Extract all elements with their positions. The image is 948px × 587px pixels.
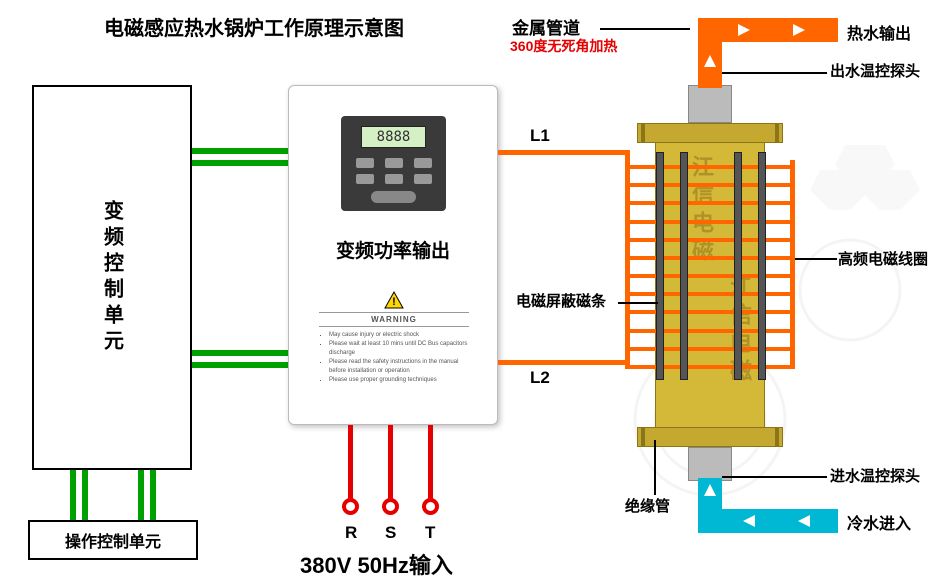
hot-water-pipe-h <box>698 18 838 42</box>
control-unit-label: 变频控制单元 <box>98 200 127 356</box>
coil-turn <box>625 365 795 369</box>
coil-right-side <box>790 160 795 365</box>
mag-shield-bar <box>680 152 688 380</box>
cold-in-label: 冷水进入 <box>847 510 911 534</box>
rst-label: T <box>425 523 435 543</box>
rst-wire <box>388 425 393 505</box>
panel-btn <box>414 158 432 168</box>
mag-shield-label: 电磁屏蔽磁条 <box>516 290 606 311</box>
green-wire <box>192 160 288 166</box>
mag-shield-bar <box>656 152 664 380</box>
heater-assembly: 江信电磁 江信电磁 <box>655 95 765 475</box>
display-panel: 8888 <box>341 116 446 211</box>
flow-arrow-up <box>704 55 716 67</box>
l2-label: L2 <box>530 368 550 388</box>
rst-label: S <box>385 523 396 543</box>
rst-terminal <box>342 498 359 515</box>
inverter-box: 8888 变频功率输出 ! WARNING May cause injury o… <box>288 85 498 425</box>
op-control-box: 操作控制单元 <box>28 520 198 560</box>
coil-turn <box>625 329 795 333</box>
lcd-display: 8888 <box>361 126 426 148</box>
heat-360-label: 360度无死角加热 <box>510 36 617 56</box>
coil-turn <box>625 165 795 169</box>
metal-pipe-top <box>688 85 732 123</box>
rst-wire <box>428 425 433 505</box>
insul-tube-label: 绝缘管 <box>625 495 670 516</box>
green-wire <box>138 470 144 520</box>
wire-l2 <box>498 360 628 365</box>
panel-dial <box>371 191 416 203</box>
op-control-label: 操作控制单元 <box>65 528 161 552</box>
rst-wire <box>348 425 353 505</box>
warn-line: Please use proper grounding techniques <box>329 376 469 385</box>
power-output-label: 变频功率输出 <box>289 236 497 263</box>
coil-turn <box>625 347 795 351</box>
coil-turn <box>625 274 795 278</box>
wire-l1 <box>498 150 628 155</box>
coil-left-side <box>625 150 630 365</box>
coil-turn <box>625 183 795 187</box>
diagram-title: 电磁感应热水锅炉工作原理示意图 <box>104 12 404 41</box>
coil-turn <box>625 256 795 260</box>
green-wire <box>192 350 288 356</box>
bottom-flange <box>637 427 783 447</box>
panel-btn <box>356 158 374 168</box>
coil-turn <box>625 238 795 242</box>
green-wire <box>82 470 88 520</box>
warning-panel: ! WARNING May cause injury or electric s… <box>319 291 469 401</box>
mag-shield-bar <box>758 152 766 380</box>
warn-line: Please read the safety instructions in t… <box>329 358 469 376</box>
warning-title: WARNING <box>319 312 469 327</box>
warn-line: May cause injury or electric shock <box>329 331 469 340</box>
control-unit-box: 变频控制单元 <box>32 85 192 470</box>
coil-label: 高频电磁线圈 <box>838 248 928 269</box>
green-wire <box>70 470 76 520</box>
panel-btn <box>385 174 403 184</box>
rst-terminal <box>382 498 399 515</box>
coil-turn <box>625 292 795 296</box>
panel-btn <box>414 174 432 184</box>
coil-turn <box>625 220 795 224</box>
top-flange <box>637 123 783 143</box>
panel-btn <box>356 174 374 184</box>
mag-shield-bar <box>734 152 742 380</box>
rst-label: R <box>345 523 357 543</box>
coil-turn <box>625 310 795 314</box>
svg-text:!: ! <box>392 296 396 308</box>
hot-out-label: 热水输出 <box>847 20 911 44</box>
panel-btn <box>385 158 403 168</box>
green-wire <box>150 470 156 520</box>
coil-turn <box>625 201 795 205</box>
out-temp-label: 出水温控探头 <box>830 60 920 81</box>
green-wire <box>192 362 288 368</box>
power-input-label: 380V 50Hz输入 <box>300 548 453 580</box>
watermark-text: 江信电磁 <box>685 155 717 267</box>
warn-line: Please wait at least 10 mins until DC Bu… <box>329 340 469 358</box>
flow-arrow-up <box>704 484 716 496</box>
rst-terminal <box>422 498 439 515</box>
green-wire <box>192 148 288 154</box>
in-temp-label: 进水温控探头 <box>830 465 920 486</box>
l1-label: L1 <box>530 126 550 146</box>
cold-water-pipe-h <box>698 509 838 533</box>
